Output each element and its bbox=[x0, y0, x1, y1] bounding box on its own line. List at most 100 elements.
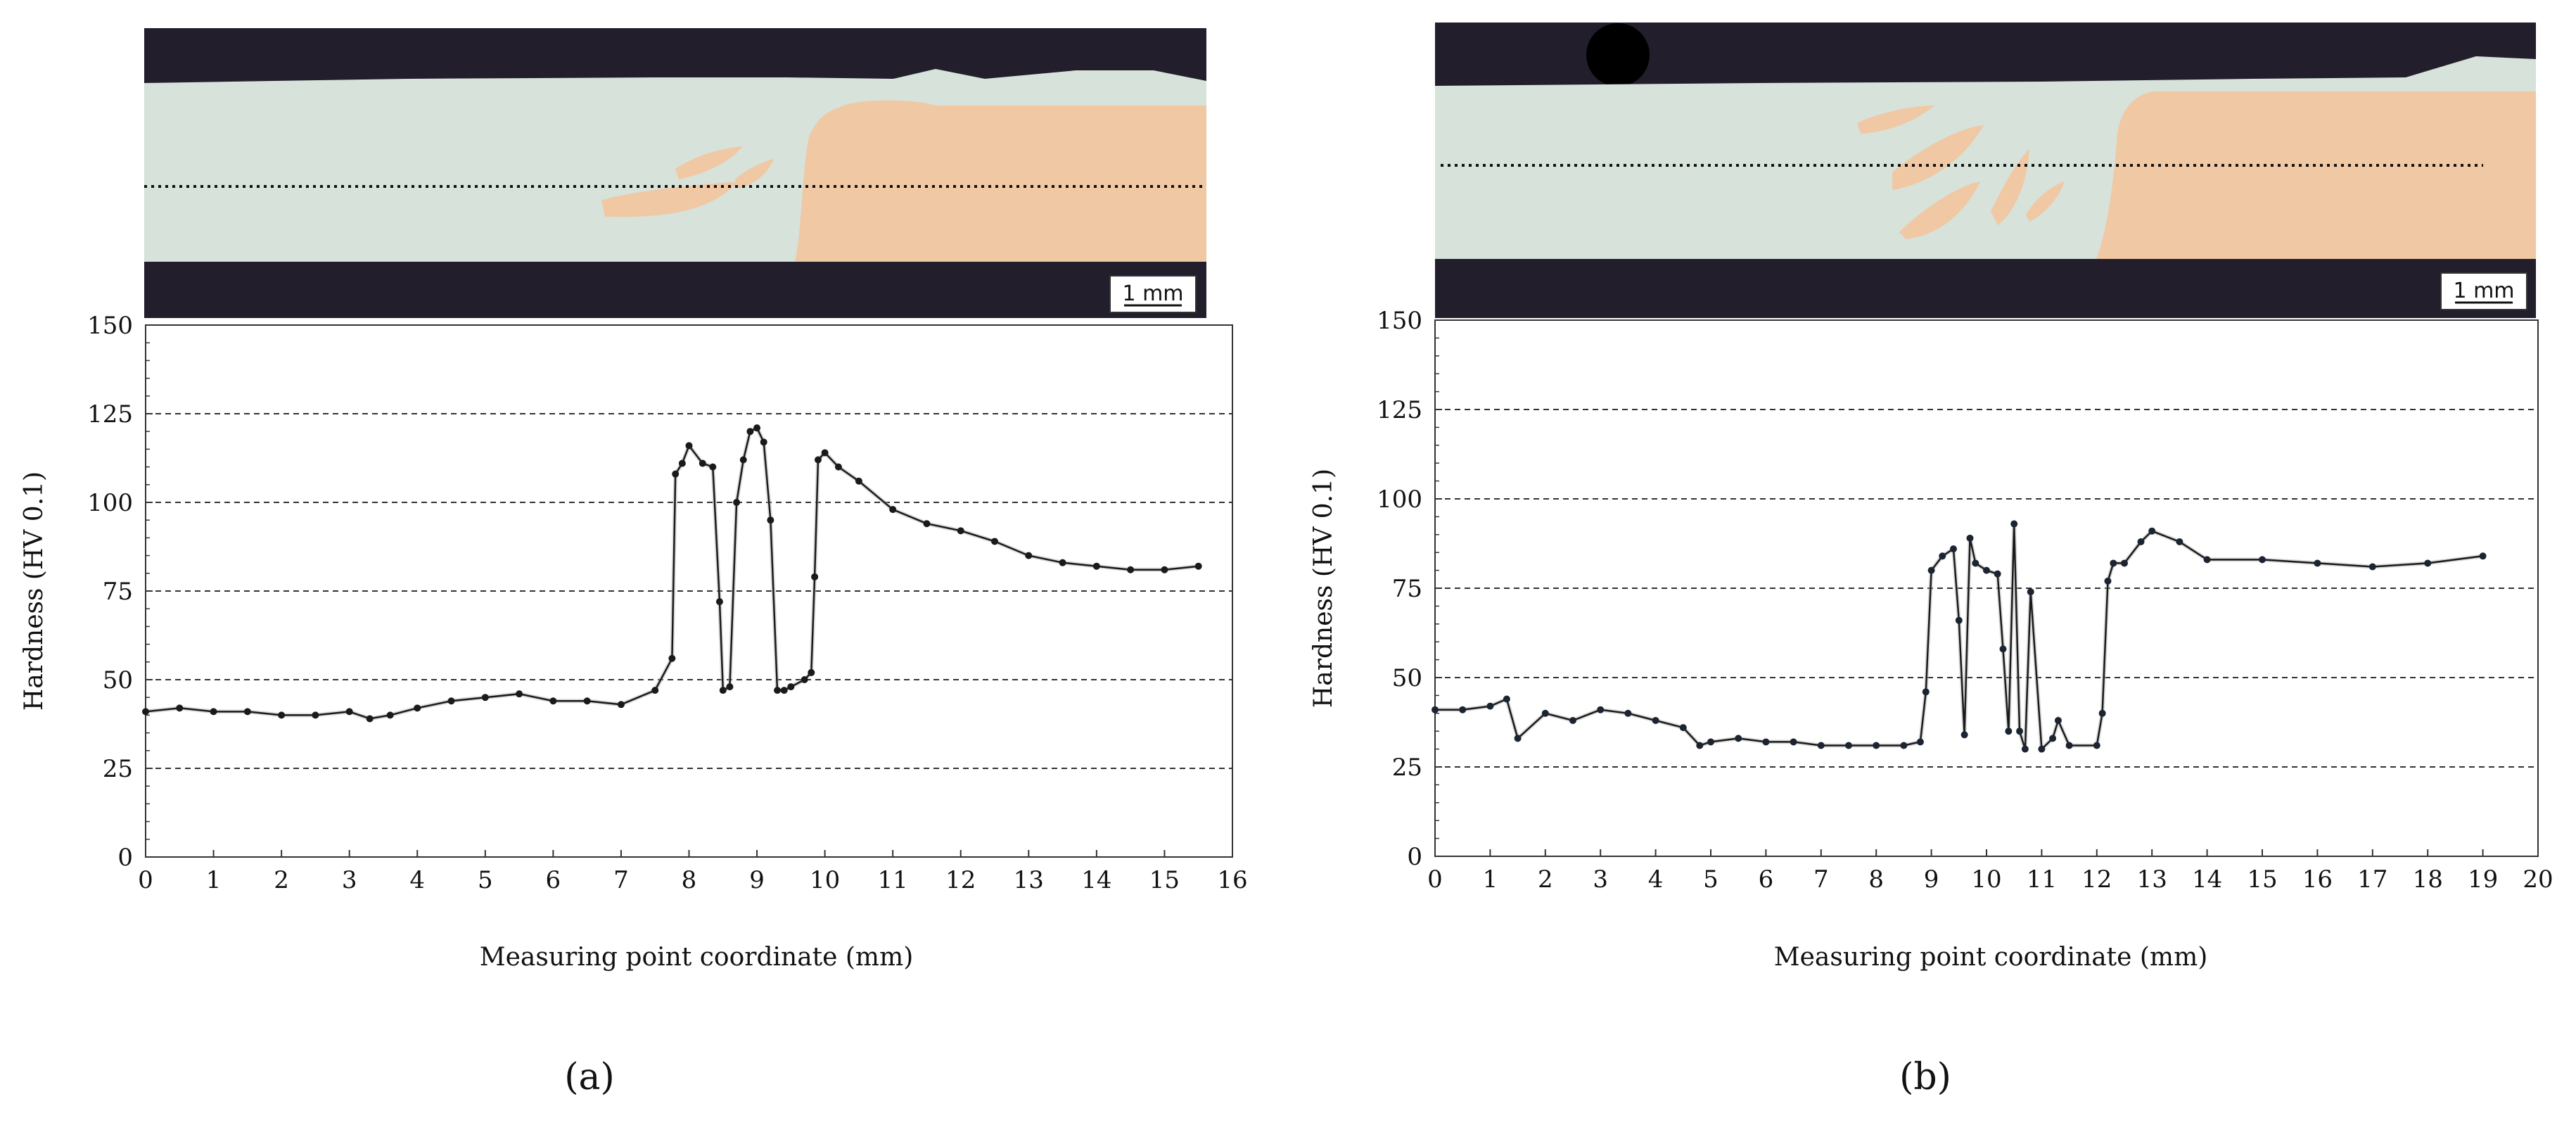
data-point bbox=[1762, 738, 1770, 746]
data-point bbox=[345, 708, 353, 716]
data-point bbox=[312, 711, 319, 719]
data-point bbox=[176, 704, 184, 712]
micrograph-a-intermix-lamella bbox=[601, 182, 739, 217]
x-tick-label: 12 bbox=[2081, 865, 2112, 894]
data-point bbox=[1696, 742, 1704, 749]
chart-b-x-axis-label: Measuring point coordinate (mm) bbox=[1774, 943, 2208, 972]
x-tick-label: 4 bbox=[1648, 865, 1664, 894]
micrograph-a-intermix-lamella bbox=[675, 146, 742, 179]
data-point bbox=[2110, 559, 2117, 567]
x-tick-label: 16 bbox=[2302, 865, 2333, 894]
data-point bbox=[1845, 742, 1852, 749]
data-point bbox=[1817, 742, 1825, 749]
chart-b-x-axis: 0 1 2 3 4 5 6 7 8 9 10 11 12 13 14 15 16 17 18 19 20 bbox=[1427, 849, 2553, 894]
data-point bbox=[1900, 742, 1908, 749]
chart-a-gridlines bbox=[146, 413, 1232, 769]
micrograph-b-intermix-lamella bbox=[1899, 182, 1980, 239]
data-point bbox=[2093, 742, 2100, 749]
x-tick-label: 13 bbox=[2137, 865, 2167, 894]
x-tick-label: 17 bbox=[2357, 865, 2387, 894]
data-point bbox=[1972, 559, 1979, 567]
data-point bbox=[2479, 552, 2487, 560]
data-point bbox=[2148, 527, 2156, 535]
data-point bbox=[1707, 738, 1714, 746]
data-point bbox=[1127, 566, 1135, 573]
x-tick-label: 3 bbox=[1593, 865, 1608, 894]
data-point bbox=[2424, 559, 2432, 567]
data-point bbox=[699, 459, 706, 467]
data-point bbox=[1927, 566, 1935, 574]
x-tick-label: 8 bbox=[1868, 865, 1884, 894]
data-point bbox=[1922, 688, 1930, 696]
data-point bbox=[2054, 716, 2062, 724]
data-point bbox=[1994, 570, 2001, 578]
data-point bbox=[733, 499, 741, 506]
x-tick-label: 2 bbox=[1538, 865, 1553, 894]
data-point bbox=[709, 463, 717, 471]
data-point bbox=[1432, 706, 1439, 713]
data-point bbox=[855, 477, 862, 485]
data-point bbox=[2010, 520, 2018, 528]
micrograph-b-intermix-lamella bbox=[2026, 182, 2065, 222]
panel-b-label: (b) bbox=[1899, 1056, 1951, 1098]
x-tick-label: 7 bbox=[1813, 865, 1829, 894]
data-point bbox=[1569, 716, 1576, 724]
y-tick-label: 100 bbox=[1377, 485, 1422, 514]
data-point bbox=[767, 516, 774, 524]
data-point bbox=[1652, 716, 1659, 724]
micrograph-b-pore bbox=[1586, 23, 1650, 87]
micrograph-b-copper-sheet bbox=[2096, 91, 2536, 259]
y-tick-label: 50 bbox=[103, 666, 133, 694]
y-tick-label: 150 bbox=[1377, 307, 1422, 335]
data-point bbox=[1059, 559, 1066, 566]
x-tick-label: 4 bbox=[409, 866, 425, 894]
data-point bbox=[668, 654, 676, 662]
micrograph-b: 1 mm bbox=[1435, 23, 2536, 318]
data-point bbox=[1966, 534, 1974, 542]
data-point bbox=[685, 442, 693, 450]
data-point bbox=[2104, 577, 2112, 585]
data-point bbox=[1597, 706, 1605, 713]
data-point bbox=[672, 470, 680, 478]
micrograph-a-intermix-lamella bbox=[735, 159, 774, 189]
chart-a-x-axis-label: Measuring point coordinate (mm) bbox=[480, 943, 914, 972]
data-point bbox=[2016, 728, 2024, 735]
x-tick-label: 9 bbox=[1924, 865, 1939, 894]
data-point bbox=[1916, 738, 1924, 746]
chart-a-y-axis: 0 25 50 75 100 125 150 bbox=[87, 312, 153, 872]
data-point bbox=[787, 683, 795, 691]
data-point bbox=[516, 690, 523, 698]
series-line bbox=[145, 426, 1199, 720]
chart-b-series bbox=[1432, 520, 2487, 754]
data-point bbox=[1503, 695, 1510, 703]
micrograph-a: 1 mm bbox=[144, 28, 1206, 318]
data-point bbox=[243, 708, 251, 716]
micrograph-b-intermix-lamella bbox=[1892, 125, 1984, 190]
x-tick-label: 8 bbox=[682, 866, 697, 894]
y-tick-label: 100 bbox=[87, 489, 133, 517]
data-point bbox=[1025, 552, 1033, 559]
data-point bbox=[774, 687, 782, 694]
data-point bbox=[1955, 616, 1963, 624]
chart-b-y-axis-label: Hardness (HV 0.1) bbox=[1309, 469, 1338, 708]
micrograph-b-scale-bar-label: 1 mm bbox=[2453, 279, 2514, 303]
data-point bbox=[1624, 709, 1632, 717]
x-tick-label: 11 bbox=[878, 866, 908, 894]
y-tick-label: 0 bbox=[1407, 843, 1422, 871]
data-point bbox=[739, 456, 747, 464]
x-tick-label: 15 bbox=[1149, 866, 1180, 894]
x-tick-label: 5 bbox=[478, 866, 493, 894]
data-point bbox=[678, 459, 686, 467]
x-tick-label: 12 bbox=[945, 866, 976, 894]
y-tick-label: 25 bbox=[103, 755, 133, 783]
x-tick-label: 16 bbox=[1217, 866, 1247, 894]
data-point bbox=[760, 438, 767, 446]
data-point bbox=[991, 538, 999, 545]
data-point bbox=[889, 506, 897, 514]
data-point bbox=[923, 520, 931, 528]
y-tick-label: 75 bbox=[1392, 575, 1422, 603]
chart-b-y-axis: 0 25 50 75 100 125 150 bbox=[1377, 307, 1442, 871]
